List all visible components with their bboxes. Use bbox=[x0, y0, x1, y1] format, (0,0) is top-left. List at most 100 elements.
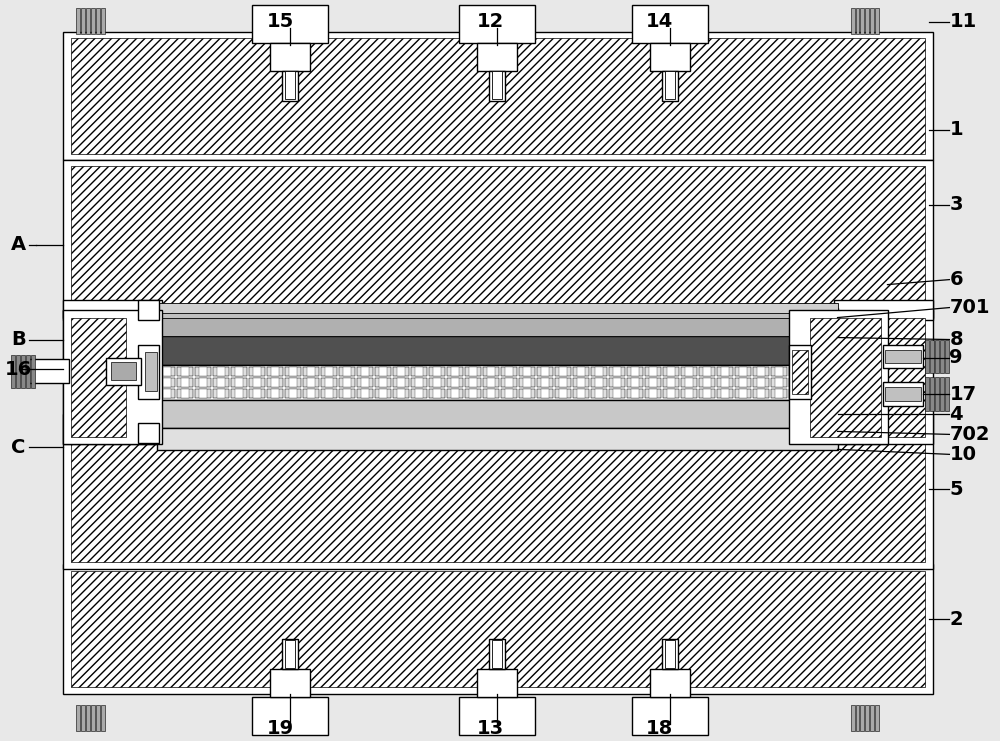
Bar bbox=[249, 379, 265, 388]
Bar bbox=[505, 368, 513, 376]
Bar bbox=[609, 379, 625, 388]
Bar bbox=[645, 390, 661, 399]
Bar bbox=[555, 390, 571, 399]
Bar bbox=[357, 390, 373, 399]
Bar bbox=[96, 705, 100, 731]
Bar bbox=[827, 379, 833, 388]
Bar bbox=[703, 368, 711, 376]
Bar bbox=[721, 390, 729, 399]
Bar bbox=[469, 390, 477, 399]
Bar bbox=[827, 368, 833, 376]
Bar bbox=[663, 379, 679, 388]
Bar bbox=[71, 318, 126, 437]
Bar bbox=[591, 379, 607, 388]
Bar bbox=[282, 71, 298, 101]
Bar bbox=[325, 379, 333, 388]
Bar bbox=[343, 379, 351, 388]
Bar bbox=[650, 669, 690, 697]
Bar bbox=[303, 390, 319, 399]
Bar bbox=[577, 379, 585, 388]
Bar bbox=[361, 390, 369, 399]
Bar bbox=[650, 43, 690, 71]
Bar bbox=[303, 368, 319, 376]
Bar bbox=[213, 368, 229, 376]
Bar bbox=[519, 390, 535, 399]
Bar bbox=[91, 705, 95, 731]
Bar bbox=[157, 336, 838, 365]
Bar bbox=[860, 705, 864, 731]
Bar bbox=[489, 639, 505, 669]
Bar bbox=[213, 379, 229, 388]
Bar bbox=[459, 5, 535, 43]
Bar bbox=[492, 640, 502, 668]
Bar bbox=[213, 390, 229, 399]
Bar bbox=[860, 8, 864, 34]
Bar bbox=[26, 354, 30, 388]
Bar bbox=[86, 8, 90, 34]
Bar bbox=[627, 379, 643, 388]
Bar bbox=[249, 368, 265, 376]
Bar bbox=[195, 379, 211, 388]
Bar bbox=[469, 379, 477, 388]
Bar bbox=[157, 400, 838, 428]
Bar bbox=[483, 390, 499, 399]
Bar bbox=[343, 368, 351, 376]
Bar bbox=[945, 339, 949, 373]
Bar bbox=[433, 390, 441, 399]
Bar bbox=[885, 388, 921, 402]
Text: 17: 17 bbox=[949, 385, 976, 404]
Bar bbox=[613, 390, 621, 399]
Bar bbox=[16, 354, 20, 388]
Bar bbox=[685, 368, 693, 376]
Bar bbox=[923, 376, 953, 413]
Bar bbox=[501, 390, 517, 399]
Bar bbox=[63, 310, 162, 445]
Bar bbox=[199, 390, 207, 399]
Bar bbox=[106, 357, 141, 385]
Bar bbox=[451, 390, 459, 399]
Bar bbox=[930, 377, 934, 411]
Bar bbox=[181, 379, 189, 388]
Bar bbox=[63, 310, 207, 445]
Bar bbox=[157, 365, 838, 400]
Bar bbox=[665, 71, 675, 99]
Bar bbox=[613, 368, 621, 376]
Bar bbox=[505, 390, 513, 399]
Text: 14: 14 bbox=[646, 13, 673, 31]
Bar bbox=[591, 368, 607, 376]
Bar bbox=[865, 8, 869, 34]
Bar bbox=[138, 299, 159, 319]
Text: 6: 6 bbox=[949, 270, 963, 289]
Bar bbox=[477, 669, 517, 697]
Bar bbox=[807, 379, 823, 388]
Bar bbox=[870, 8, 874, 34]
Bar bbox=[645, 368, 661, 376]
Bar bbox=[393, 379, 409, 388]
Bar bbox=[343, 390, 351, 399]
Bar bbox=[753, 379, 769, 388]
Bar bbox=[631, 390, 639, 399]
Bar bbox=[523, 390, 531, 399]
Bar bbox=[519, 379, 535, 388]
Bar bbox=[685, 390, 693, 399]
Bar bbox=[282, 639, 298, 669]
Bar bbox=[789, 390, 805, 399]
Bar bbox=[703, 390, 711, 399]
Bar bbox=[433, 379, 441, 388]
Bar bbox=[681, 379, 697, 388]
Bar bbox=[101, 8, 105, 34]
Bar bbox=[63, 32, 933, 160]
Bar bbox=[541, 390, 549, 399]
Bar bbox=[199, 368, 207, 376]
Bar bbox=[235, 368, 243, 376]
Bar bbox=[885, 350, 921, 364]
Bar bbox=[573, 390, 589, 399]
Bar bbox=[555, 379, 571, 388]
Bar bbox=[307, 368, 315, 376]
Bar bbox=[849, 8, 882, 36]
Bar bbox=[433, 368, 441, 376]
Bar bbox=[663, 390, 679, 399]
Bar bbox=[159, 379, 175, 388]
Bar bbox=[411, 368, 427, 376]
Bar bbox=[807, 390, 823, 399]
